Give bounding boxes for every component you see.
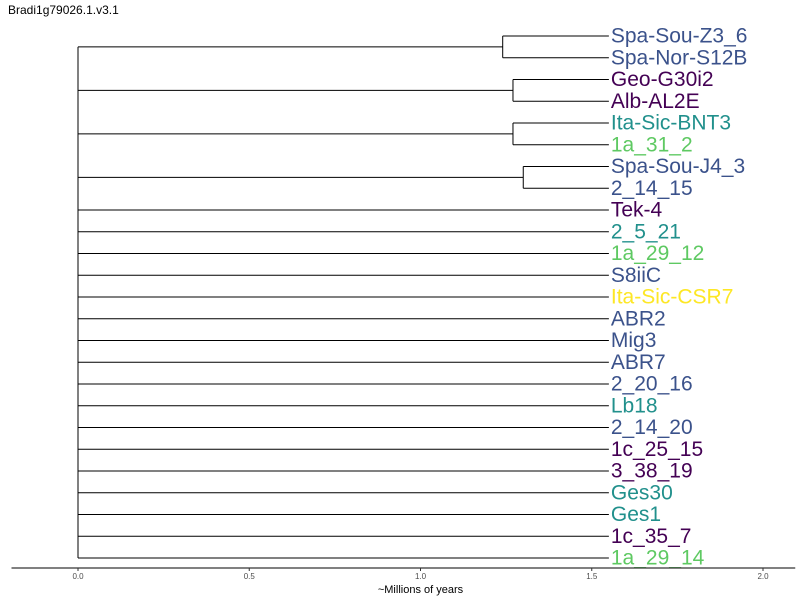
tip-label: 2_20_16 bbox=[611, 373, 693, 396]
tip-label: Ita-Sic-CSR7 bbox=[611, 286, 734, 309]
tip-label: 3_38_19 bbox=[611, 460, 693, 483]
x-tick-label: 1.0 bbox=[415, 572, 427, 581]
tip-labels: Spa-Sou-Z3_6Spa-Nor-S12BGeo-G30i2Alb-AL2… bbox=[611, 25, 748, 570]
tip-label: 1c_25_15 bbox=[611, 438, 703, 461]
tip-label: 1c_35_7 bbox=[611, 525, 692, 548]
tip-label: Geo-G30i2 bbox=[611, 68, 714, 91]
x-tick-label: 0.5 bbox=[244, 572, 256, 581]
x-tick-label: 0.0 bbox=[72, 572, 84, 581]
tip-label: Lb18 bbox=[611, 394, 658, 417]
tip-label: Ges1 bbox=[611, 503, 661, 526]
tip-label: ABR2 bbox=[611, 307, 666, 330]
tip-label: 2_14_15 bbox=[611, 177, 693, 200]
tip-label: Spa-Sou-Z3_6 bbox=[611, 25, 748, 48]
tree-branches bbox=[77, 35, 609, 559]
tip-label: ABR7 bbox=[611, 351, 666, 374]
tip-label: Ges30 bbox=[611, 481, 673, 504]
tip-label: S8iiC bbox=[611, 264, 661, 287]
x-tick-label: 2.0 bbox=[757, 572, 769, 581]
tip-label: Tek-4 bbox=[611, 199, 663, 222]
tip-label: Mig3 bbox=[611, 329, 657, 352]
tip-label: Ita-Sic-BNT3 bbox=[611, 112, 731, 135]
tip-label: 1a_31_2 bbox=[611, 133, 693, 156]
tip-label: Alb-AL2E bbox=[611, 90, 700, 113]
tip-label: Spa-Sou-J4_3 bbox=[611, 155, 745, 178]
tip-label: 2_14_20 bbox=[611, 416, 693, 439]
tip-label: 1a_29_12 bbox=[611, 242, 704, 265]
x-ticks: 0.0 0.5 1.0 1.5 2.0 bbox=[72, 568, 769, 581]
tip-label: Spa-Nor-S12B bbox=[611, 46, 748, 69]
x-axis: 0.0 0.5 1.0 1.5 2.0 ~Millions of years bbox=[11, 567, 796, 596]
x-axis-label: ~Millions of years bbox=[378, 584, 464, 596]
tip-label: 2_5_21 bbox=[611, 220, 681, 243]
plot-title: Bradi1g79026.1.v3.1 bbox=[8, 3, 119, 17]
x-tick-label: 1.5 bbox=[586, 572, 598, 581]
tip-label: 1a_29_14 bbox=[611, 547, 705, 570]
